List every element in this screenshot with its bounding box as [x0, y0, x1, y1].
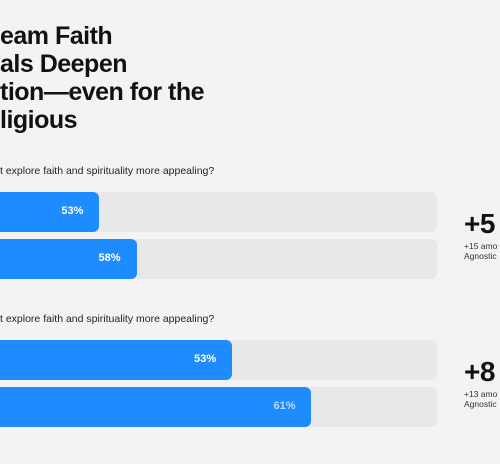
bar-track: 53% — [0, 192, 437, 232]
bar-value-label: 53% — [61, 205, 84, 217]
chart-title: eam Faith als Deepen tion—even for the l… — [0, 22, 240, 134]
title-line: tion—even for the — [0, 78, 205, 106]
delta-value: +5 — [464, 208, 495, 239]
bar-track: 61% — [0, 387, 437, 427]
delta-note-line: +13 amo — [464, 389, 498, 399]
bar-fill — [0, 340, 233, 380]
bar-fill — [0, 387, 312, 427]
title-line: eam Faith — [0, 22, 113, 50]
bar-fill — [0, 192, 100, 232]
delta-note-line: +15 amo — [464, 241, 498, 251]
delta-note: +13 amo Agnostic — [464, 389, 500, 409]
delta-note-line: Agnostic — [464, 399, 497, 409]
delta-note: +15 amo Agnostic — [464, 241, 500, 261]
delta-note-line: Agnostic — [464, 251, 497, 261]
survey-question-1: t explore faith and spirituality more ap… — [0, 165, 215, 177]
bar-value-label: 58% — [98, 252, 121, 264]
survey-question-2: t explore faith and spirituality more ap… — [0, 313, 215, 325]
delta-value: +8 — [464, 356, 495, 387]
title-line: ligious — [0, 106, 78, 134]
bar-fill — [0, 239, 137, 279]
title-line: als Deepen — [0, 50, 128, 78]
bar-value-label: 61% — [273, 400, 296, 412]
bar-track: 53% — [0, 340, 437, 380]
bar-value-label: 53% — [194, 353, 217, 365]
bar-track: 58% — [0, 239, 437, 279]
